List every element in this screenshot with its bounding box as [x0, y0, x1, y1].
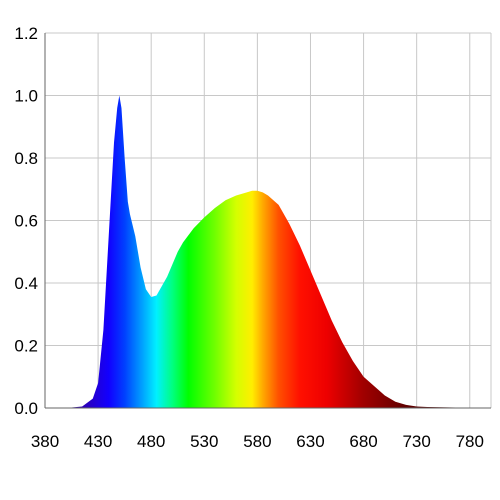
spectrum-area: [45, 95, 491, 408]
y-tick-label: 0.2: [14, 337, 38, 356]
axes: [44, 33, 491, 409]
y-tick-label: 0.0: [14, 399, 38, 418]
y-axis-tick-labels: 0.0 0.2 0.4 0.6 0.8 1.0 1.2: [14, 24, 38, 418]
x-tick-label: 730: [402, 432, 430, 451]
spectrum-series: [45, 95, 491, 408]
x-tick-label: 480: [137, 432, 165, 451]
x-tick-label: 630: [296, 432, 324, 451]
x-axis-tick-labels: 380 430 480 530 580 630 680 730 780: [31, 432, 484, 451]
y-tick-label: 0.8: [14, 149, 38, 168]
y-tick-label: 0.4: [14, 274, 38, 293]
x-tick-label: 530: [190, 432, 218, 451]
y-tick-label: 1.0: [14, 87, 38, 106]
x-tick-label: 680: [349, 432, 377, 451]
y-tick-label: 1.2: [14, 24, 38, 43]
x-tick-label: 430: [84, 432, 112, 451]
x-tick-label: 580: [243, 432, 271, 451]
x-tick-label: 780: [456, 432, 484, 451]
x-tick-label: 380: [31, 432, 59, 451]
y-tick-label: 0.6: [14, 212, 38, 231]
